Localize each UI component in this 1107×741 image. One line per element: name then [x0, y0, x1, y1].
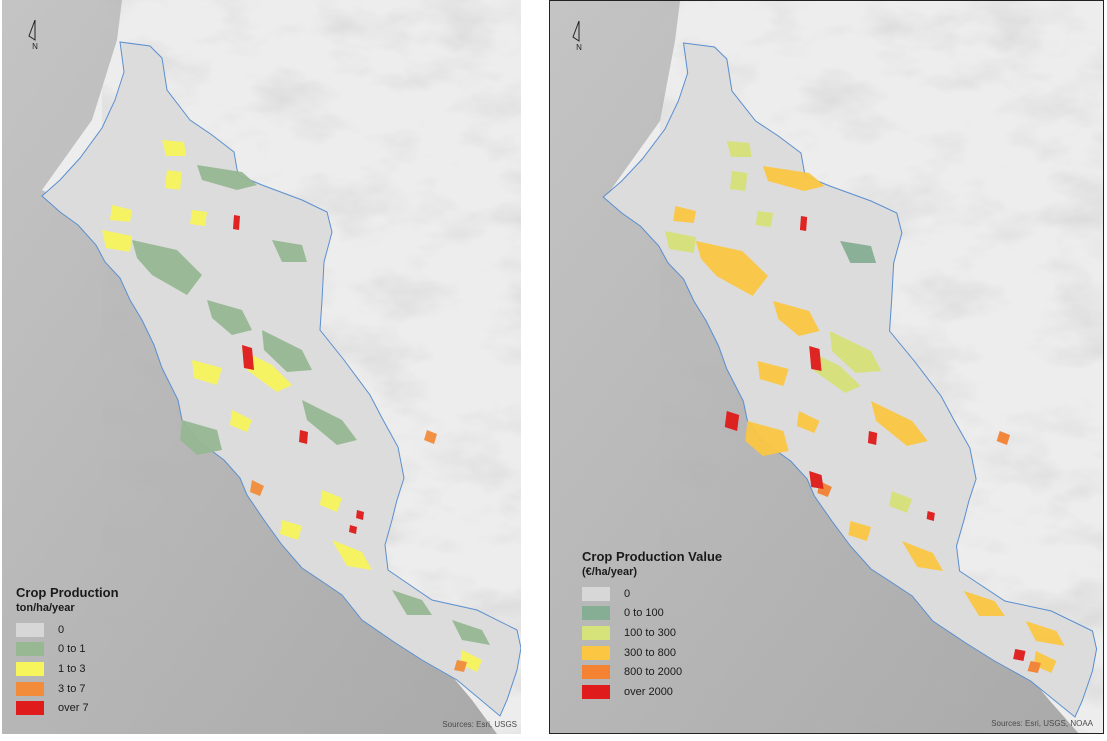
- legend-label: 100 to 300: [624, 626, 676, 639]
- legend-item: 0: [16, 620, 119, 640]
- legend-label: over 7: [58, 702, 89, 715]
- legend-label: 3 to 7: [58, 682, 86, 695]
- legend-label: over 2000: [624, 685, 673, 698]
- north-label: N: [32, 42, 38, 51]
- legend-item: 0: [582, 584, 722, 604]
- legend-label: 300 to 800: [624, 646, 676, 659]
- legend-subtitle: ton/ha/year: [16, 602, 75, 614]
- north-arrow-icon: N: [28, 19, 38, 51]
- legend-swatch: [16, 642, 44, 657]
- legend: Crop Production ton/ha/year 0 0 to 1 1 t…: [16, 585, 119, 718]
- legend-label: 0: [58, 623, 65, 636]
- legend-swatch: [16, 622, 44, 637]
- map-canvas: [550, 1, 1103, 733]
- legend-item: 3 to 7: [16, 679, 119, 699]
- crop-patches: [665, 141, 1065, 673]
- legend-label: 0 to 1: [58, 643, 86, 656]
- legend-item: 800 to 2000: [582, 662, 722, 682]
- map-panel-crop-production-value: N Crop Production Value (€/ha/year) 0 0 …: [549, 0, 1104, 734]
- legend-title: Crop Production Value: [582, 549, 723, 564]
- crop-patches: [102, 140, 490, 672]
- legend-item: 0 to 100: [582, 604, 722, 624]
- legend-item: 300 to 800: [582, 643, 722, 663]
- legend-swatch: [16, 661, 44, 676]
- legend-swatch: [16, 701, 44, 716]
- legend-swatch: [582, 665, 610, 680]
- legend-label: 1 to 3: [58, 662, 86, 675]
- map-panel-crop-production: N Crop Production ton/ha/year 0 0 to 1 1…: [2, 0, 521, 734]
- legend-swatch: [582, 645, 610, 660]
- attribution-text: Sources: Esri, USGS, NOAA: [991, 719, 1093, 728]
- legend-item: over 7: [16, 698, 119, 718]
- legend-swatch: [582, 606, 610, 621]
- map-canvas: [2, 0, 521, 734]
- legend-item: 0 to 1: [16, 640, 119, 660]
- legend: Crop Production Value (€/ha/year) 0 0 to…: [582, 549, 722, 702]
- legend-swatch: [16, 681, 44, 696]
- attribution-text: Sources: Esri, USGS: [442, 720, 517, 729]
- legend-title: Crop Production: [16, 585, 119, 600]
- legend-item: over 2000: [582, 682, 722, 702]
- legend-label: 0: [624, 587, 631, 600]
- legend-label: 800 to 2000: [624, 666, 683, 679]
- legend-swatch: [582, 586, 610, 601]
- legend-item: 1 to 3: [16, 659, 119, 679]
- legend-label: 0 to 100: [624, 607, 664, 620]
- legend-subtitle: (€/ha/year): [582, 566, 638, 578]
- legend-swatch: [582, 625, 610, 640]
- legend-item: 100 to 300: [582, 623, 722, 643]
- legend-swatch: [582, 684, 610, 699]
- north-label: N: [576, 43, 582, 52]
- north-arrow-icon: N: [572, 20, 582, 52]
